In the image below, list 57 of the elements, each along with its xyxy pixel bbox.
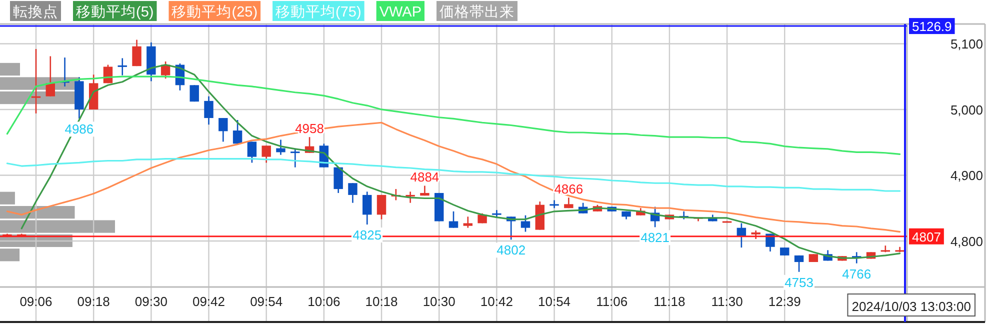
x-tick-label: 10:30 [422, 294, 456, 309]
candlestick [46, 56, 55, 97]
candlestick [794, 254, 804, 273]
x-tick-label: 09:06 [20, 294, 52, 309]
candlestick [247, 141, 257, 164]
candlestick [190, 84, 199, 102]
candlestick [290, 148, 300, 168]
candlestick [276, 139, 286, 156]
candlestick [218, 117, 228, 142]
annotation: 4884 [410, 170, 440, 185]
x-tick-label: 10:18 [365, 294, 398, 309]
candlestick [406, 191, 415, 204]
y-tick-label: 5,000 [950, 102, 983, 118]
text: 移動平均(5) [76, 4, 154, 20]
x-tick-label: 11:30 [711, 294, 743, 309]
candlestick [334, 166, 343, 194]
x-tick-label: 09:42 [192, 294, 226, 309]
x-tick-label: 10:06 [308, 294, 340, 309]
y-tick-label: 4,900 [950, 168, 983, 184]
annotation: 4766 [842, 266, 872, 282]
x-tick-label: 09:18 [77, 294, 110, 309]
candlestick [118, 58, 127, 76]
x-tick-label: 09:30 [134, 294, 168, 309]
x-tick-label: 10:42 [480, 294, 513, 309]
candlestick [348, 182, 358, 204]
ref-line-label: 5126.9 [912, 19, 952, 34]
annotation: 4986 [64, 122, 94, 137]
candlestick [31, 48, 41, 114]
candlestick [448, 210, 458, 228]
candlestick [550, 200, 559, 209]
annotation: 4802 [496, 242, 526, 258]
candlestick [232, 119, 242, 144]
annotation: 4866 [554, 182, 584, 197]
x-tick-label: 12:39 [768, 294, 801, 309]
text: 2024/10/03 13:03:00 [852, 299, 971, 314]
x-tick-label: 11:18 [654, 294, 686, 309]
annotation: 4753 [784, 274, 814, 290]
candlestick [204, 96, 214, 126]
annotation: 4825 [352, 228, 382, 243]
candlestick [362, 191, 372, 226]
text: 価格帯出来 [440, 4, 514, 20]
ref-line-label: 4807 [912, 229, 941, 244]
text: 移動平均(25) [172, 4, 258, 20]
text: 移動平均(75) [276, 4, 362, 20]
candlestick [262, 144, 271, 164]
x-tick-label: 10:54 [538, 294, 571, 309]
x-tick-label: 11:06 [596, 294, 628, 309]
candlestick [520, 214, 530, 232]
y-tick-label: 4,800 [950, 234, 983, 249]
annotation: 4821 [640, 230, 670, 246]
candlestick [376, 194, 386, 220]
candlestick [463, 216, 473, 228]
legend-title: 転換点 [13, 4, 58, 20]
y-tick-label: 5,100 [950, 36, 983, 52]
text: VWAP [379, 4, 422, 20]
x-tick-label: 09:54 [250, 294, 283, 309]
candlestick [132, 39, 142, 67]
